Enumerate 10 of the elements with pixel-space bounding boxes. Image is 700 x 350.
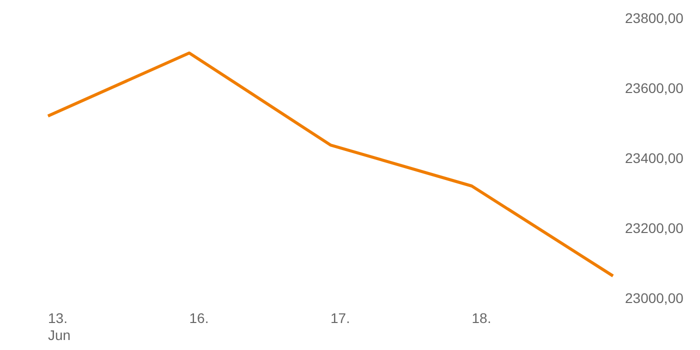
x-tick-label: 17. <box>330 310 350 326</box>
y-tick-label: 23200,00 <box>625 220 684 236</box>
x-tick-label: 18. <box>472 310 492 326</box>
y-tick-label: 23400,00 <box>625 150 684 166</box>
y-tick-label: 23600,00 <box>625 80 684 96</box>
y-tick-label: 23000,00 <box>625 290 684 306</box>
line-series <box>46 52 614 278</box>
x-tick-label: 16. <box>189 310 209 326</box>
x-tick-label: 13. Jun <box>48 310 71 343</box>
y-tick-label: 23800,00 <box>625 10 684 26</box>
